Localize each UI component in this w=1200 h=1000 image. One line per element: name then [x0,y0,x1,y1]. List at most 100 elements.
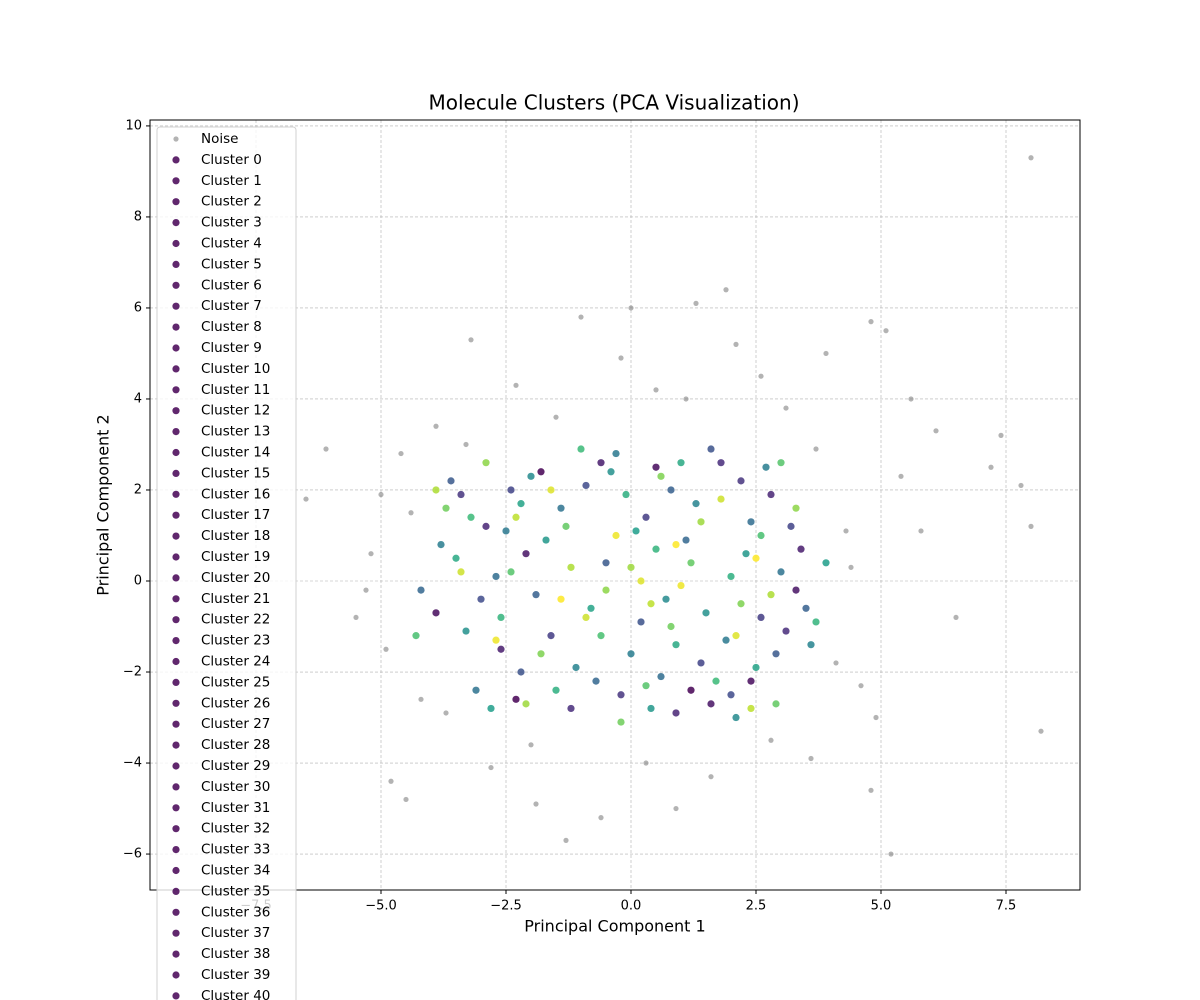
cluster-point [717,459,725,467]
cluster-point [647,704,655,713]
legend-marker [172,866,180,875]
cluster-point [657,472,665,480]
y-tick-label: 4 [134,391,142,406]
legend-label: Cluster 39 [201,967,270,983]
cluster-point [632,527,640,535]
noise-point [628,305,634,311]
noise-point [758,373,764,379]
cluster-point [522,700,530,708]
y-tick-label: 8 [134,209,142,224]
cluster-point [792,504,800,512]
cluster-point [702,609,710,617]
legend-label: Cluster 19 [201,549,270,565]
legend-marker [172,992,180,1000]
cluster-point [452,554,460,562]
cluster-point [442,504,450,512]
legend-label: Cluster 5 [201,256,262,272]
legend-marker [172,428,180,436]
noise-point [998,432,1004,438]
noise-point [833,660,839,666]
y-tick-label: 10 [125,118,142,133]
cluster-point [732,632,740,640]
legend-label: Cluster 30 [201,779,270,795]
cluster-point [637,577,645,585]
legend-label: Cluster 1 [201,173,262,189]
noise-point [643,760,649,766]
cluster-point [477,595,485,603]
legend-marker [172,407,180,415]
cluster-point [562,522,570,530]
legend-marker [172,469,180,477]
grid [150,120,1080,890]
legend-marker [172,783,180,791]
cluster-point [467,513,475,521]
legend-label: Cluster 31 [201,800,270,816]
cluster-point [822,559,830,567]
cluster-point [492,572,500,581]
legend-label: Cluster 6 [201,277,262,293]
chart-title: Molecule Clusters (PCA Visualization) [428,91,799,115]
cluster-point [687,686,695,694]
cluster-point [677,459,685,467]
cluster-point [672,641,680,649]
x-tick-label: 0.0 [621,899,642,914]
cluster-point [457,568,465,576]
legend-label: Noise [201,131,238,147]
noise-point [808,755,814,762]
cluster-point [587,604,595,612]
cluster-point [742,550,750,558]
legend-marker [172,929,180,937]
axes-frame [149,119,1081,891]
cluster-point [762,463,770,471]
y-tick-label: 0 [134,573,142,588]
noise-point [673,805,679,812]
cluster-point [757,613,765,622]
legend-label: Cluster 14 [201,445,270,461]
noise-point [403,796,409,803]
noise-point [1038,728,1044,734]
cluster-point [537,468,545,476]
cluster-point [767,490,775,499]
legend-label: Cluster 0 [201,152,262,168]
noise-point [418,696,424,702]
cluster-point [432,486,440,494]
cluster-point [502,527,510,535]
cluster-point [612,531,620,540]
noise-point [618,355,624,361]
cluster-point [617,718,625,726]
cluster-point [727,572,735,581]
cluster-point [462,627,470,635]
legend-label: Cluster 18 [201,528,270,544]
noise-point [883,328,889,334]
cluster-point [752,663,760,672]
legend-marker [172,637,180,645]
noise-point [528,742,534,748]
noise-point [723,287,729,293]
legend-marker [172,741,180,749]
noise-point [708,774,714,780]
legend-label: Cluster 7 [201,298,262,314]
legend: Noise Cluster 0 Cluster 1 Cluster 2 Cluster … [156,126,297,1000]
cluster-point [707,445,715,453]
cluster-point [557,595,565,603]
legend-marker [172,302,180,310]
cluster-point [457,490,465,499]
cluster-point [737,477,745,485]
legend-marker [172,762,180,770]
noise-point [858,683,864,689]
legend-marker [172,198,180,206]
noise-point [988,464,994,470]
legend-label: Cluster 27 [201,716,270,732]
noise-point [303,496,309,502]
cluster-point [437,540,445,549]
cluster-point [622,490,630,499]
legend-marker [172,720,180,728]
cluster-point [572,663,580,672]
cluster-point [682,536,690,544]
legend-marker [173,136,179,142]
noise-point [388,778,394,784]
noise-point [868,787,874,793]
legend-marker [172,678,180,687]
noise-point [383,646,389,652]
legend-marker [172,490,180,498]
